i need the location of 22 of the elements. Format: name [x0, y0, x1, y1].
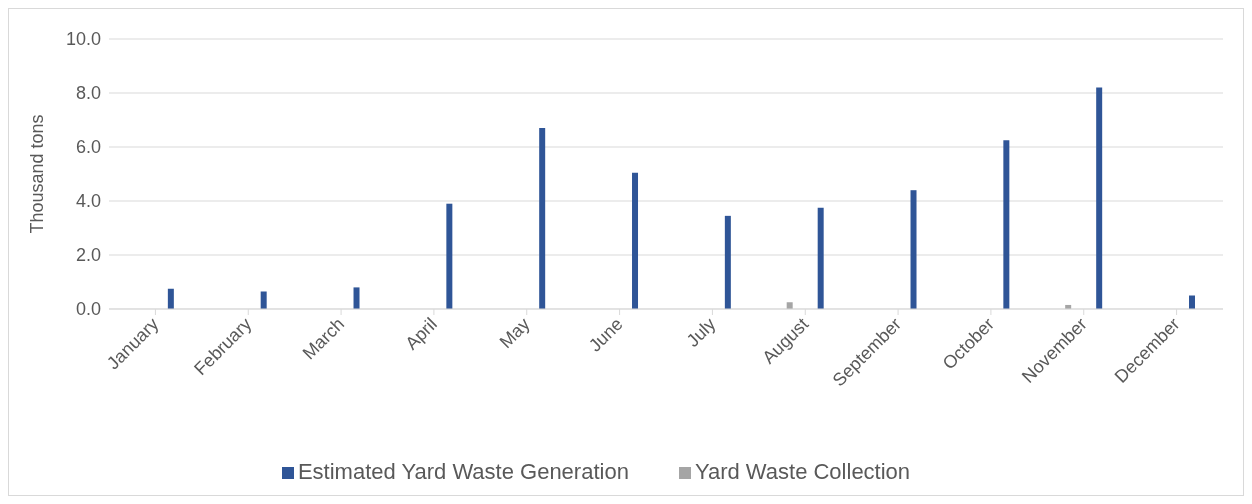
y-tick-label: 0.0 [75, 299, 101, 320]
bar [167, 288, 174, 309]
y-tick-label: 6.0 [75, 137, 101, 158]
legend-label: Yard Waste Collection [694, 459, 911, 484]
bar [353, 287, 360, 309]
bar [260, 291, 267, 309]
legend-label: Estimated Yard Waste Generation [297, 459, 629, 484]
y-tick-label: 4.0 [75, 191, 101, 212]
bar [632, 172, 639, 309]
y-tick-label: 8.0 [75, 83, 101, 104]
bar [910, 190, 917, 309]
x-tick-label: July [682, 313, 720, 351]
bar [446, 203, 453, 309]
bar [817, 207, 824, 309]
y-tick-label: 10.0 [65, 29, 101, 50]
y-tick-label: 2.0 [75, 245, 101, 266]
bar [1096, 87, 1103, 309]
x-tick-label: May [495, 313, 534, 353]
y-axis-title: Thousand tons [27, 114, 48, 234]
bar [1003, 140, 1010, 309]
bar [724, 215, 731, 309]
bar [539, 128, 546, 309]
